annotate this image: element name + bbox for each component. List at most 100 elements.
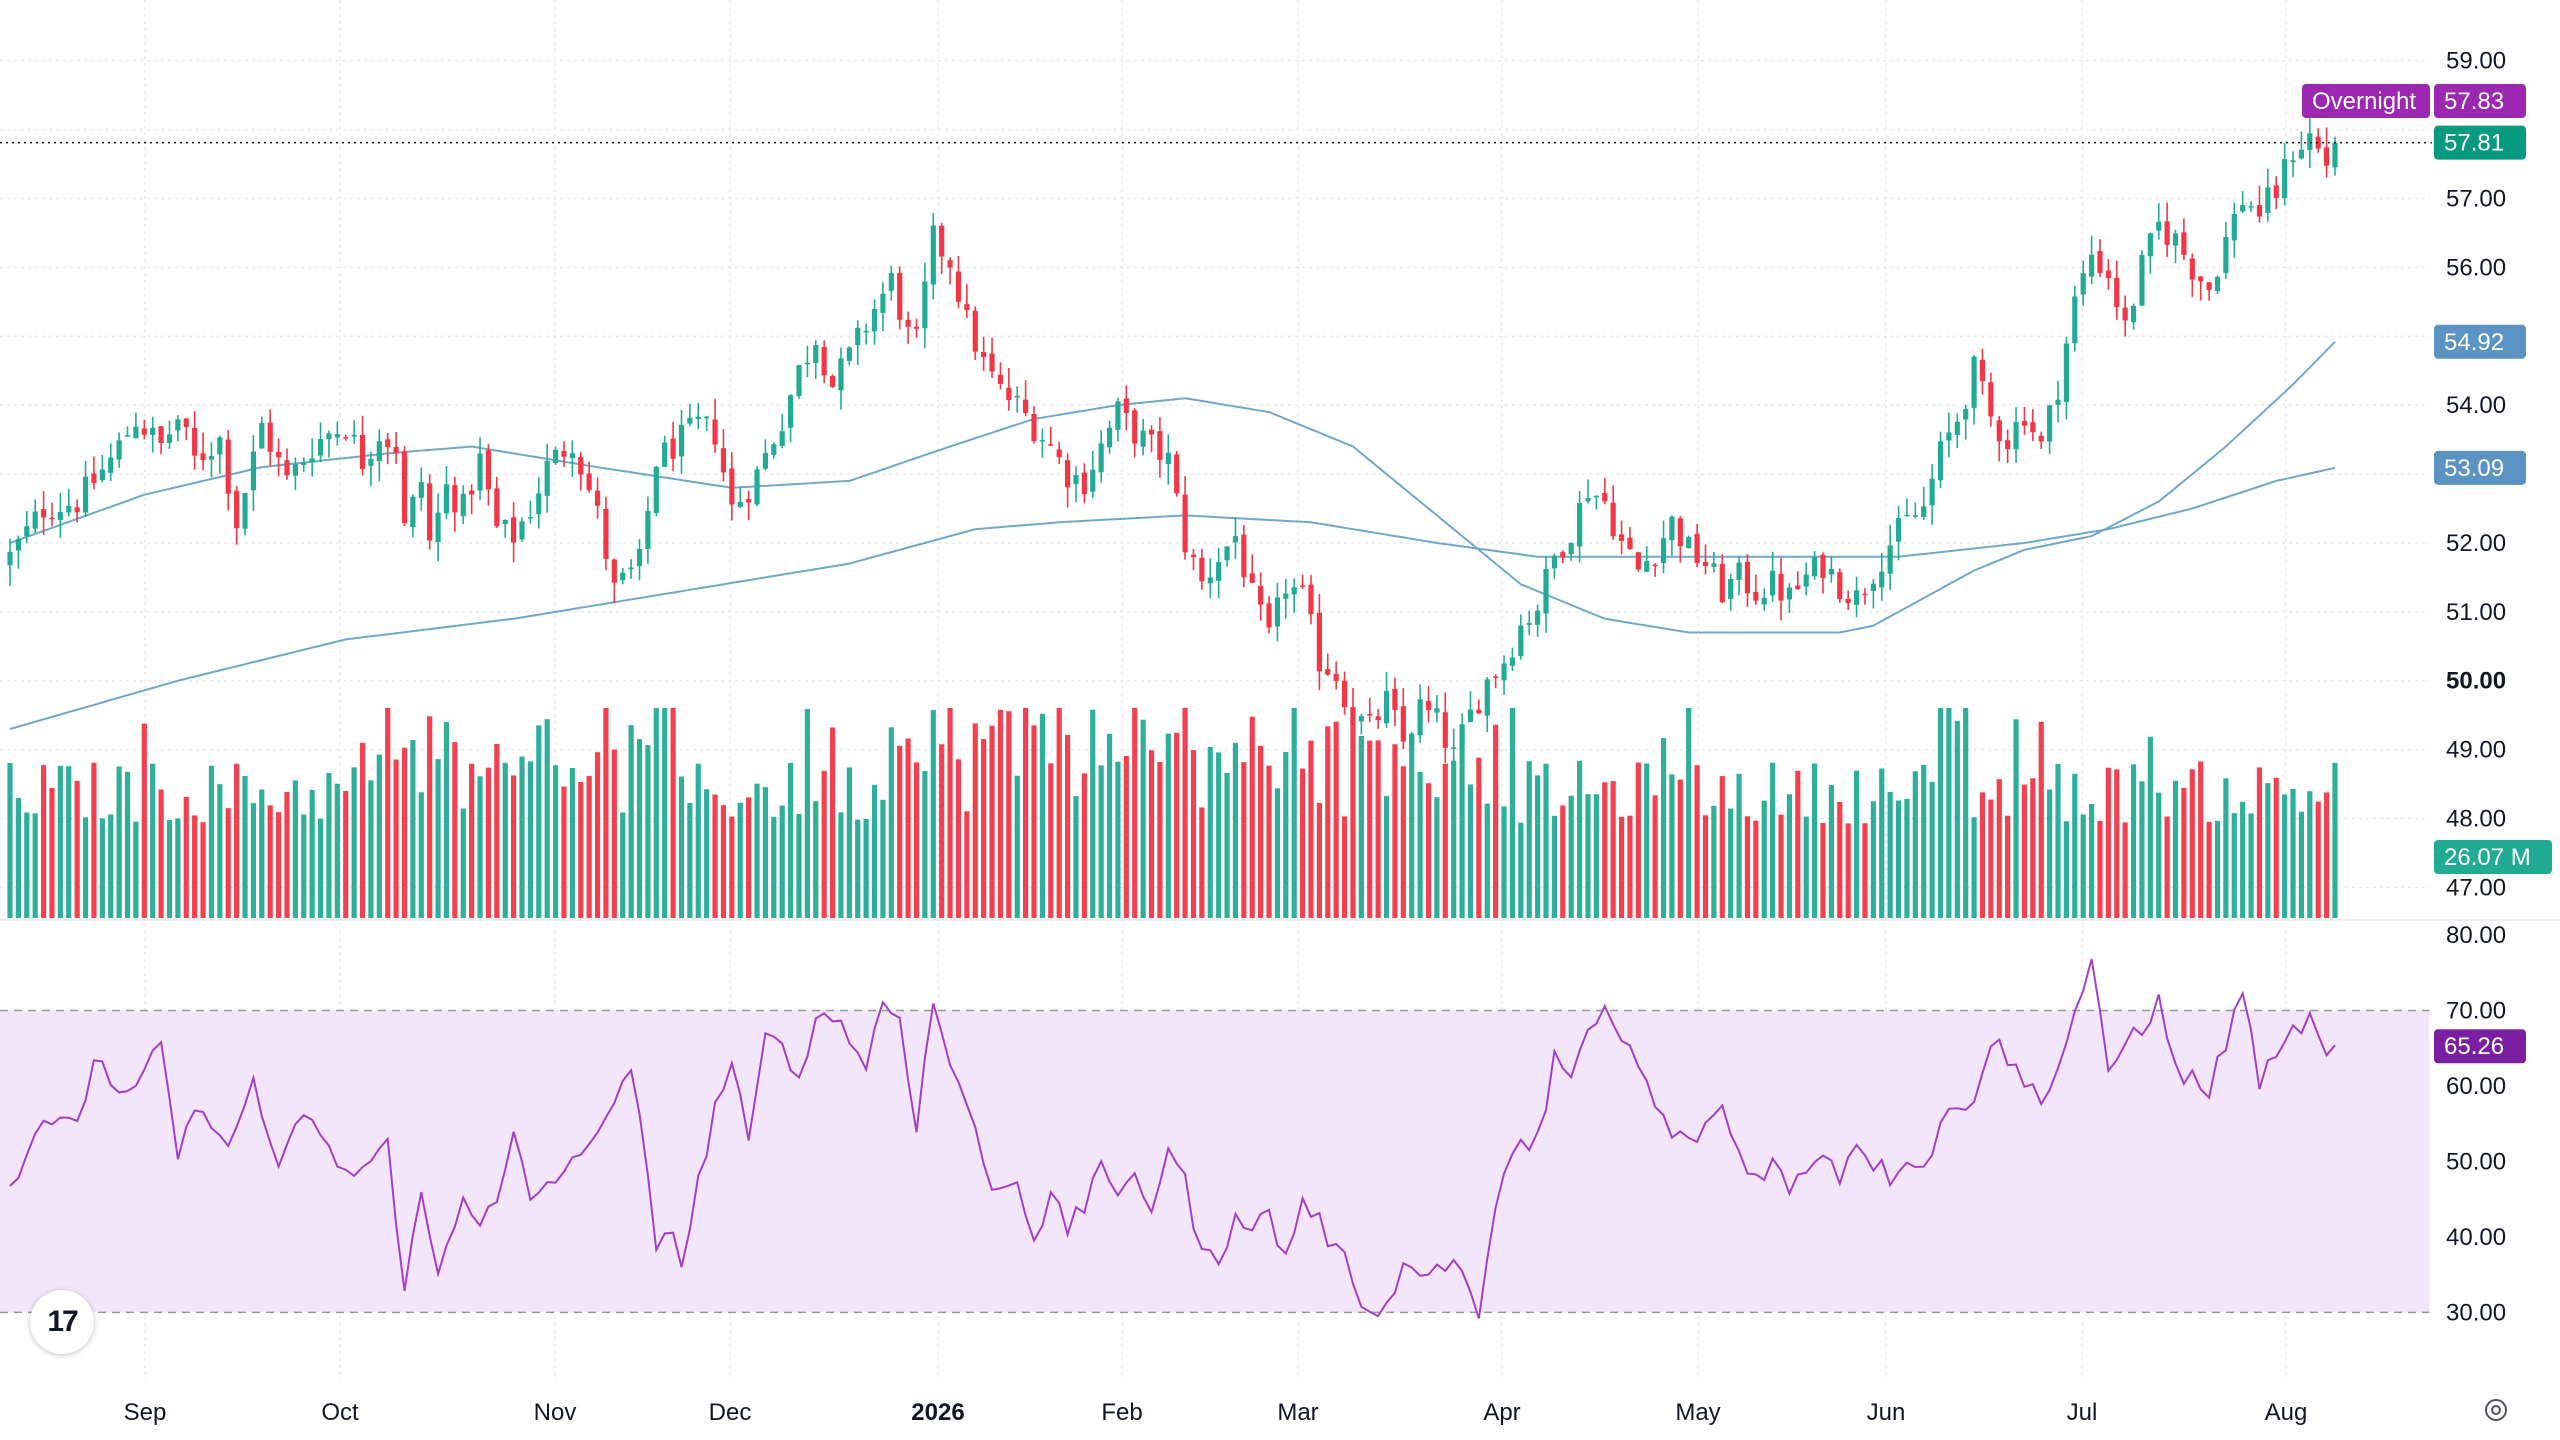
- candle-body: [1954, 421, 1960, 436]
- rsi-axis-label: 60.00: [2446, 1073, 2506, 1100]
- volume-bar: [2105, 767, 2111, 918]
- volume-bar: [284, 792, 290, 918]
- volume-bar: [788, 762, 794, 918]
- volume-bar: [972, 723, 978, 918]
- rsi-axis-label: 30.00: [2446, 1299, 2506, 1326]
- candle-body: [1728, 579, 1734, 599]
- volume-bar: [49, 788, 55, 918]
- volume-bar: [116, 766, 122, 918]
- candle-body: [855, 327, 861, 346]
- candle-body: [1341, 680, 1348, 708]
- candle-body: [2156, 221, 2162, 231]
- volume-bar: [1744, 816, 1751, 918]
- candle-body: [1912, 515, 1918, 517]
- candle-body: [91, 473, 97, 483]
- candle-body: [74, 507, 80, 513]
- candle-body: [1106, 427, 1113, 448]
- candle-body: [2189, 258, 2195, 280]
- volume-bar: [1409, 735, 1415, 918]
- overnight-price-tag: 57.83: [2434, 84, 2526, 118]
- candle-body: [2324, 147, 2330, 166]
- candle-body: [989, 353, 995, 372]
- candle-body: [343, 437, 349, 439]
- candle-body: [964, 304, 970, 311]
- candle-body: [368, 459, 374, 466]
- volume-bar: [1367, 740, 1373, 918]
- volume-bar: [1719, 776, 1725, 918]
- candle-body: [1610, 502, 1616, 537]
- volume-bar: [1073, 796, 1079, 918]
- candle-body: [997, 374, 1004, 384]
- candle-body: [2231, 213, 2237, 241]
- candle-body: [351, 434, 357, 437]
- candle-body: [511, 517, 517, 543]
- candle-body: [1526, 622, 1532, 625]
- candle-body: [1090, 469, 1096, 492]
- volume-bar: [2189, 769, 2195, 918]
- candle-body: [678, 424, 685, 457]
- candle-body: [1081, 472, 1087, 495]
- candle-body: [586, 473, 592, 491]
- candle-body: [611, 559, 617, 583]
- chart-settings-icon[interactable]: [2478, 1392, 2514, 1428]
- volume-bar: [779, 805, 785, 918]
- candle-body: [1971, 356, 1977, 408]
- candle-body: [829, 375, 836, 387]
- candle-body: [309, 458, 315, 463]
- volume-bar: [410, 740, 416, 918]
- volume-bar: [1064, 734, 1071, 918]
- candle-body: [2332, 142, 2338, 168]
- candle-body: [1148, 429, 1155, 435]
- volume-bar: [1635, 762, 1641, 918]
- volume-bar: [1174, 732, 1180, 918]
- candle-body: [1711, 563, 1717, 567]
- volume-bar: [40, 765, 47, 918]
- volume-bar: [1501, 806, 1507, 918]
- logo-text: 17: [47, 1305, 78, 1338]
- candle-body: [1853, 590, 1860, 605]
- volume-bar: [1963, 708, 1969, 918]
- candle-body: [1644, 561, 1650, 572]
- volume-bar: [1484, 803, 1490, 918]
- candle-body: [1174, 454, 1180, 494]
- candle-body: [1383, 690, 1390, 724]
- volume-bar: [1879, 768, 1885, 918]
- candle-body: [234, 490, 240, 529]
- candle-body: [15, 539, 21, 551]
- rsi-axis-label: 50.00: [2446, 1148, 2506, 1175]
- volume-bar: [813, 801, 819, 918]
- volume-bar: [569, 767, 575, 918]
- volume-bar: [1837, 801, 1843, 918]
- candle-body: [141, 428, 147, 435]
- candle-body: [1207, 577, 1213, 584]
- volume-bar: [2282, 794, 2288, 918]
- rsi-tag-text: 65.26: [2444, 1033, 2504, 1060]
- candle-body: [2147, 233, 2153, 257]
- volume-bar: [1845, 823, 1851, 918]
- volume-bar: [418, 792, 424, 918]
- candle-body: [427, 483, 433, 541]
- candle-body: [1778, 573, 1784, 601]
- volume-bar: [1350, 721, 1356, 918]
- volume-bar: [1115, 761, 1121, 918]
- volume-bar: [737, 802, 743, 918]
- volume-bar: [2130, 764, 2137, 918]
- volume-bar: [838, 812, 844, 918]
- volume-bar: [964, 811, 970, 918]
- volume-bar: [2114, 769, 2120, 918]
- volume-bar: [1761, 800, 1767, 918]
- volume-tag: 26.07 M: [2434, 840, 2552, 874]
- volume-bar: [771, 816, 777, 918]
- candle-body: [477, 453, 483, 491]
- candle-body: [32, 511, 38, 529]
- candle-body: [552, 449, 559, 464]
- tradingview-logo[interactable]: 17: [30, 1290, 94, 1354]
- time-axis-label: Apr: [1483, 1399, 1520, 1426]
- candle-body: [1224, 546, 1230, 561]
- candle-body: [2181, 232, 2187, 256]
- candle-body: [1879, 571, 1885, 588]
- candle-body: [905, 319, 911, 327]
- candle-body: [1518, 625, 1524, 657]
